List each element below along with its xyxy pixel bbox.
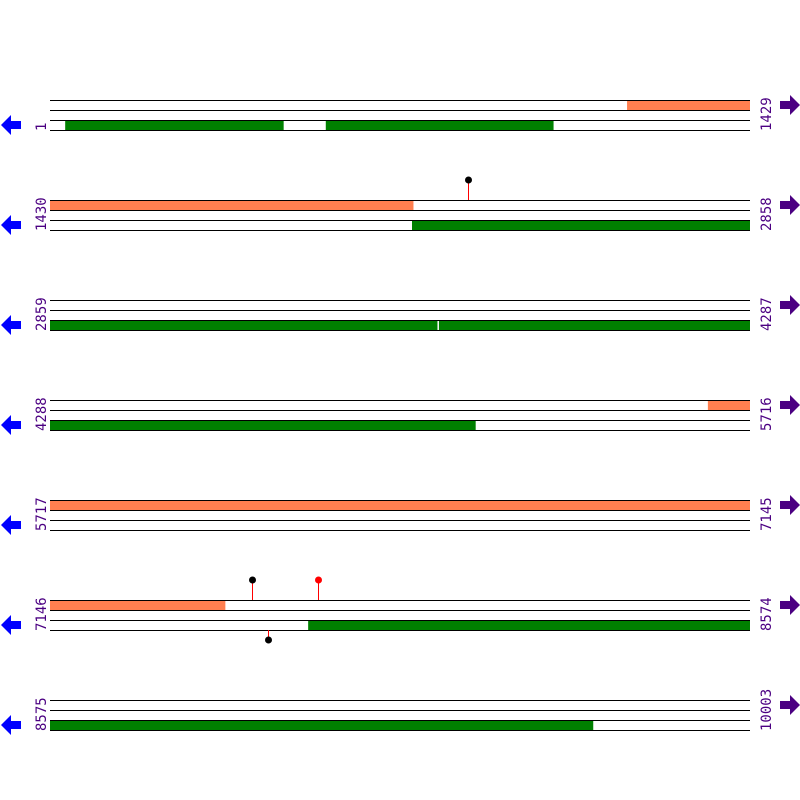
arrow-left-icon[interactable] — [1, 615, 21, 635]
site-marker[interactable] — [465, 176, 472, 184]
reverse-feature[interactable] — [412, 220, 750, 230]
arrow-right-icon[interactable] — [780, 295, 800, 315]
reverse-feature[interactable] — [438, 320, 750, 330]
arrow-right-icon[interactable] — [780, 395, 800, 415]
row-start-label: 5717 — [34, 497, 50, 531]
arrow-left-icon[interactable] — [1, 515, 21, 535]
row-start-label: 1 — [34, 123, 50, 131]
row-end-label: 5716 — [759, 397, 775, 431]
reverse-feature[interactable] — [50, 720, 594, 730]
forward-feature[interactable] — [707, 400, 750, 410]
reverse-feature[interactable] — [50, 320, 438, 330]
arrow-left-icon[interactable] — [1, 415, 21, 435]
forward-feature[interactable] — [50, 500, 750, 510]
row-end-label: 10003 — [759, 689, 775, 731]
row-end-label: 4287 — [759, 297, 775, 331]
row-start-label: 2859 — [34, 297, 50, 331]
arrow-left-icon[interactable] — [1, 715, 21, 735]
arrow-left-icon[interactable] — [1, 215, 21, 235]
row-end-label: 1429 — [759, 97, 775, 131]
site-marker[interactable] — [249, 576, 256, 584]
site-marker[interactable] — [315, 576, 322, 584]
reverse-feature[interactable] — [308, 620, 750, 630]
site-marker[interactable] — [265, 636, 272, 644]
arrow-right-icon[interactable] — [780, 695, 800, 715]
forward-feature[interactable] — [50, 600, 226, 610]
row-start-label: 1430 — [34, 197, 50, 231]
reverse-feature[interactable] — [325, 120, 554, 130]
arrow-right-icon[interactable] — [780, 595, 800, 615]
arrow-right-icon[interactable] — [780, 195, 800, 215]
row-end-label: 8574 — [759, 597, 775, 631]
arrow-left-icon[interactable] — [1, 115, 21, 135]
reverse-feature[interactable] — [65, 120, 284, 130]
forward-feature[interactable] — [627, 100, 750, 110]
row-end-label: 2858 — [759, 197, 775, 231]
reverse-feature[interactable] — [50, 420, 476, 430]
row-start-label: 4288 — [34, 397, 50, 431]
arrow-right-icon[interactable] — [780, 95, 800, 115]
arrow-right-icon[interactable] — [780, 495, 800, 515]
forward-feature[interactable] — [50, 200, 414, 210]
arrow-left-icon[interactable] — [1, 315, 21, 335]
row-start-label: 8575 — [34, 697, 50, 731]
row-start-label: 7146 — [34, 597, 50, 631]
row-end-label: 7145 — [759, 497, 775, 531]
